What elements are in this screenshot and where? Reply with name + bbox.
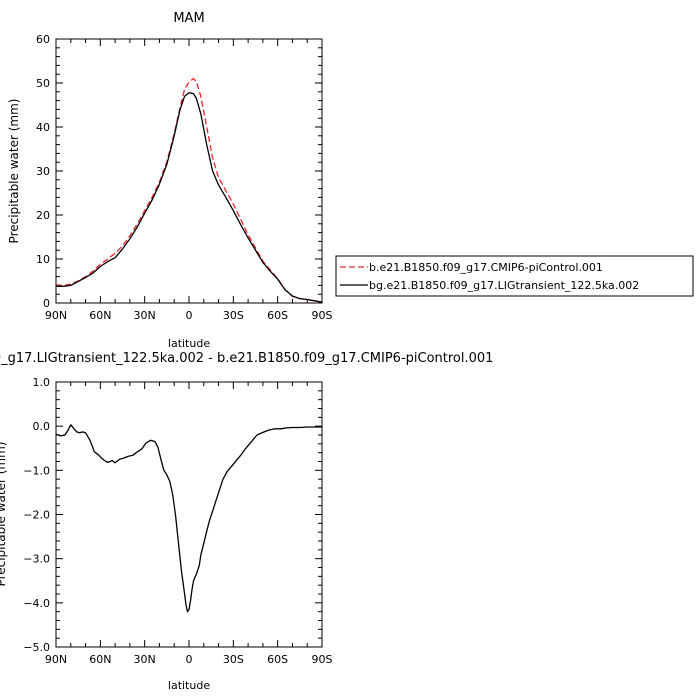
bottom-xtick-label: 30N: [134, 653, 156, 666]
bottom-series-line-0: [55, 424, 322, 613]
bottom-xtick-label: 60S: [267, 653, 288, 666]
top-plot-frame: [55, 38, 323, 304]
bottom-xaxis-label: latitude: [168, 679, 210, 692]
top-panel: MAM 0 10 20 30 40 50 60 90N 60N 30N 0 30S 60S 90S lat…: [7, 11, 333, 350]
top-xtick-label: 60S: [267, 309, 288, 322]
bottom-xtick-label: 90S: [312, 653, 333, 666]
top-ytick-label: 30: [36, 165, 50, 178]
bottom-plot-frame: [55, 381, 323, 648]
top-title: MAM: [173, 11, 204, 26]
bottom-ytick-label: −2.0: [23, 509, 50, 522]
top-ytick-label: 0: [43, 297, 50, 310]
top-marks: 0 10 20 30 40 50 60 90N 60N 30N 0 30S 60S 90S: [36, 33, 333, 322]
bottom-xtick-label: 30S: [223, 653, 244, 666]
top-ytick-label: 50: [36, 77, 50, 90]
bottom-xtick-label: 90N: [45, 653, 67, 666]
legend-label-lig: bg.e21.B1850.f09_g17.LIGtransient_122.5k…: [369, 279, 639, 292]
top-xaxis-label: latitude: [168, 337, 210, 350]
top-xtick-label: 30N: [134, 309, 156, 322]
bottom-ytick-label: −5.0: [23, 641, 50, 654]
bottom-panel: bg.e21.B1850.f09_g17.LIGtransient_122.5k…: [0, 351, 493, 692]
top-ytick-label: 10: [36, 253, 50, 266]
top-xtick-label: 30S: [223, 309, 244, 322]
top-xtick-label: 60N: [89, 309, 111, 322]
bottom-ytick-label: −4.0: [23, 597, 50, 610]
bottom-xtick-label: 60N: [89, 653, 111, 666]
top-xtick-label: 0: [186, 309, 193, 322]
bottom-marks: −5.0 −4.0 −3.0 −2.0 −1.0 0.0 1.0 90N 60N 30N 0 30S 6…: [23, 376, 332, 666]
bottom-yaxis-label: Precipitable water (mm): [0, 442, 8, 587]
top-ytick-label: 60: [36, 33, 50, 46]
bottom-ytick-label: 1.0: [33, 376, 51, 389]
bottom-ytick-label: −3.0: [23, 553, 50, 566]
top-series-line-1: [56, 92, 323, 303]
top-ytick-label: 40: [36, 121, 50, 134]
top-ytick-label: 20: [36, 209, 50, 222]
legend-label-control: b.e21.B1850.f09_g17.CMIP6-piControl.001: [369, 261, 603, 274]
legend: b.e21.B1850.f09_g17.CMIP6-piControl.001 …: [335, 255, 694, 297]
legend-box: [335, 255, 694, 297]
top-xtick-label: 90N: [45, 309, 67, 322]
bottom-ytick-label: 0.0: [33, 420, 51, 433]
bottom-ytick-label: −1.0: [23, 464, 50, 477]
bottom-xtick-label: 0: [186, 653, 193, 666]
top-yaxis-label: Precipitable water (mm): [7, 99, 21, 244]
bottom-title: bg.e21.B1850.f09_g17.LIGtransient_122.5k…: [0, 351, 493, 366]
top-series-line-0: [55, 77, 323, 303]
top-xtick-label: 90S: [312, 309, 333, 322]
